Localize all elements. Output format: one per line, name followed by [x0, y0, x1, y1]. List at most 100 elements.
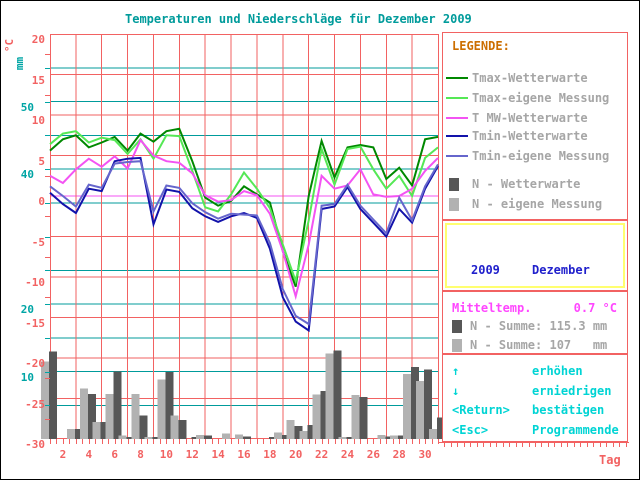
help-key: <Return>	[452, 403, 510, 417]
temp-axis-tick-label: -30	[25, 438, 45, 451]
x-axis-tick-icon	[173, 439, 174, 444]
precip-axis-tick-icon	[45, 405, 50, 406]
help-row: <Esc> Programmende	[452, 423, 619, 437]
day-axis-tick-label: 6	[111, 448, 118, 461]
x-axis-tick-icon	[179, 439, 180, 444]
x-axis-tick-icon	[367, 439, 368, 444]
light-bar-swatch-icon	[452, 338, 462, 352]
x-axis-tick-icon	[483, 442, 484, 447]
precip-bar-wetterwarte	[359, 397, 368, 439]
day-axis-tick-label: 30	[418, 448, 432, 461]
x-axis-tick-icon	[554, 442, 555, 447]
precip-bar-eigene	[273, 432, 282, 439]
x-axis-tick-icon	[192, 439, 193, 444]
x-axis-tick-icon	[225, 439, 226, 444]
precip-bar-wetterwarte	[126, 436, 135, 439]
x-axis-tick-icon	[419, 439, 420, 444]
temp-axis-tick-icon	[45, 95, 50, 96]
precip-bar-wetterwarte	[152, 436, 161, 439]
x-axis-tick-icon	[205, 439, 206, 444]
precip-bar-eigene	[157, 379, 166, 439]
legend-entry: Tmax-Wetterwarte	[446, 71, 588, 85]
precip-bar-eigene	[429, 428, 437, 439]
precip-bar-eigene	[351, 395, 360, 439]
precip-bar-wetterwarte	[398, 435, 407, 439]
legend-entry-label: T MW-Wetterwarte	[472, 111, 588, 125]
help-row: ↓ erniedrigen	[452, 384, 611, 398]
temp-axis-tick-label: 10	[31, 114, 45, 127]
x-axis-tick-icon	[425, 439, 426, 444]
chart-plot-area	[41, 34, 445, 439]
period-panel: 2009 Dezember	[442, 220, 628, 291]
x-axis-tick-icon	[212, 439, 213, 444]
temp-axis-tick-icon	[45, 54, 50, 55]
precip-bar-wetterwarte	[281, 434, 290, 439]
x-axis-tick-icon	[580, 442, 581, 447]
precip-bar-eigene	[79, 388, 88, 439]
precip-axis-tick-icon	[45, 304, 50, 305]
help-key: ↓	[452, 383, 460, 398]
precip-bar-eigene	[222, 433, 231, 439]
x-axis-tick-icon	[406, 439, 407, 444]
x-axis-tick-icon	[89, 439, 90, 444]
temp-axis-tick-icon	[45, 257, 50, 258]
legend-line-swatch-icon	[446, 117, 468, 119]
x-axis-tick-icon	[451, 442, 452, 447]
help-key: <Esc>	[452, 422, 489, 437]
precip-bar-wetterwarte	[424, 369, 433, 439]
precip-bar-eigene	[118, 435, 127, 439]
x-axis-tick-icon	[412, 439, 413, 444]
precip-bar-wetterwarte	[100, 422, 109, 439]
precip-bar-wetterwarte	[87, 393, 96, 439]
temp-axis-tick-label: 0	[38, 195, 45, 208]
precip-bar-eigene	[403, 374, 412, 439]
x-axis-extension-line	[439, 442, 629, 443]
x-axis-tick-icon	[567, 442, 568, 447]
legend-entry: Tmax-eigene Messung	[446, 91, 609, 105]
precip-bar-eigene	[235, 434, 243, 439]
precip-bar-eigene	[41, 361, 49, 439]
temp-line-tmax-eigene-messung	[49, 130, 439, 285]
precip-bar-wetterwarte	[320, 391, 329, 439]
x-axis-tick-icon	[276, 439, 277, 444]
precip-bar-eigene	[377, 434, 386, 439]
precip-bar-eigene	[338, 436, 347, 439]
x-axis-tick-icon	[263, 439, 264, 444]
precip-axis-tick-label: 40	[20, 168, 34, 181]
legend-bar-swatch-icon	[449, 177, 459, 191]
precip-sum-eigene-value: N - Summe: 107 mm	[470, 338, 608, 352]
precip-axis-unit-label: mm	[13, 56, 27, 71]
precip-bar-wetterwarte	[49, 351, 57, 439]
legend-panel: LEGENDE: Tmax-Wetterwarte Tmax-eigene Mes…	[442, 32, 628, 220]
x-axis-tick-icon	[76, 439, 77, 444]
x-axis-tick-icon	[335, 439, 336, 444]
temp-axis-tick-label: -25	[25, 397, 45, 411]
precip-axis-tick-label: 50	[20, 100, 34, 114]
precip-axis-tick-icon	[45, 169, 50, 170]
help-row: <Return> bestätigen	[452, 403, 604, 417]
x-axis-tick-icon	[354, 439, 355, 444]
day-axis-tick-label: 22	[314, 448, 329, 461]
x-axis-tick-icon	[380, 439, 381, 444]
x-axis-tick-icon	[470, 442, 471, 447]
year-value: 2009	[471, 263, 500, 277]
x-axis-tick-icon	[141, 439, 142, 444]
x-axis-tick-icon	[574, 442, 575, 447]
help-action: bestätigen	[532, 403, 605, 417]
x-axis-tick-icon	[270, 439, 271, 444]
help-row: ↑ erhöhen	[452, 364, 583, 378]
x-axis-tick-icon	[593, 442, 594, 447]
keyboard-help-panel: ↑ erhöhen ↓ erniedrigen <Return> bestätigen <E…	[442, 354, 628, 442]
precip-bar-wetterwarte	[333, 350, 342, 439]
precip-axis-tick-label: 20	[20, 303, 34, 316]
precip-bar-wetterwarte	[411, 366, 420, 439]
temp-axis-tick-icon	[45, 419, 50, 420]
precip-bar-wetterwarte	[437, 417, 445, 439]
precip-bar-wetterwarte	[113, 371, 122, 439]
legend-entry: Tmin-eigene Messung	[446, 149, 609, 163]
precip-bar-wetterwarte	[139, 415, 148, 439]
x-axis-tick-icon	[626, 442, 627, 447]
temp-axis-tick-label: 20	[31, 33, 45, 46]
x-axis-tick-icon	[529, 442, 530, 447]
